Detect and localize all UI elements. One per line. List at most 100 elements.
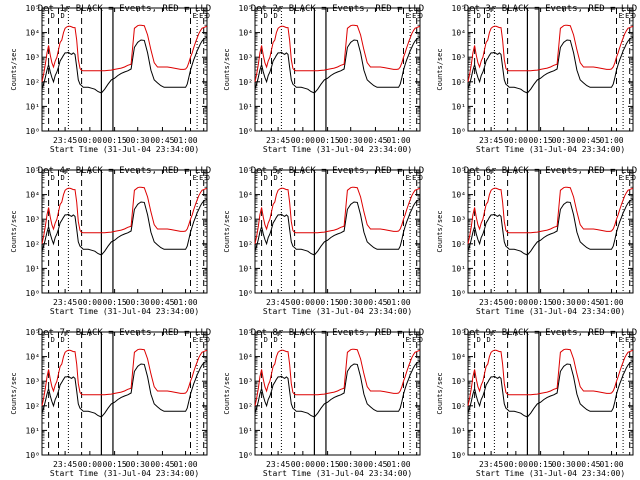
interval-marker-label: D xyxy=(264,336,268,344)
x-tick-label: 23:45 xyxy=(479,136,503,145)
detector-panel: Det 2r BLACK = Events, RED = LLD 10⁰ 10¹ 10… xyxy=(223,4,424,154)
x-tick-label: 01:00 xyxy=(600,136,624,145)
plot-frame xyxy=(467,331,634,456)
y-tick-label: 10⁰ xyxy=(452,127,466,136)
interval-marker-label: D xyxy=(51,336,55,344)
y-axis-label: Counts/sec xyxy=(10,48,18,90)
x-tick-label: 01:00 xyxy=(600,298,624,307)
y-tick-label: 10¹ xyxy=(452,264,466,273)
x-axis-label: Start Time (31-Jul-04 23:34:00) xyxy=(263,145,412,154)
interval-marker-label: D xyxy=(487,174,491,182)
y-tick-label: 10⁵ xyxy=(452,4,466,13)
interval-marker-label: D xyxy=(632,12,636,20)
y-tick-label: 10⁰ xyxy=(239,451,253,460)
x-tick-label: 00:45 xyxy=(363,136,387,145)
y-tick-label: 10³ xyxy=(26,377,40,386)
y-tick-label: 10⁵ xyxy=(452,166,466,175)
y-tick-label: 10³ xyxy=(452,215,466,224)
x-tick-label: 00:00 xyxy=(291,460,315,469)
events-line xyxy=(467,360,634,418)
x-tick-label: 00:15 xyxy=(103,136,127,145)
x-tick-label: 01:00 xyxy=(174,460,198,469)
interval-marker-label: E xyxy=(199,12,203,20)
y-tick-label: 10⁴ xyxy=(26,29,40,38)
y-tick-label: 10² xyxy=(452,402,466,411)
x-axis-label: Start Time (31-Jul-04 23:34:00) xyxy=(50,469,199,478)
events-line xyxy=(254,36,421,94)
lld-line xyxy=(467,24,634,82)
x-axis-label: Start Time (31-Jul-04 23:34:00) xyxy=(50,145,199,154)
events-line xyxy=(41,360,208,418)
x-tick-label: 00:45 xyxy=(150,298,174,307)
x-tick-label: 00:45 xyxy=(576,136,600,145)
y-tick-label: 10⁴ xyxy=(452,29,466,38)
panel-title: Det 2r BLACK = Events, RED = LLD xyxy=(251,4,424,14)
interval-marker-label: D xyxy=(61,174,65,182)
y-tick-label: 10³ xyxy=(452,377,466,386)
x-tick-label: 23:45 xyxy=(266,136,290,145)
x-axis-label: Start Time (31-Jul-04 23:34:00) xyxy=(476,145,625,154)
interval-marker-label: E xyxy=(412,12,416,20)
interval-marker-label: D xyxy=(632,336,636,344)
x-tick-label: 00:45 xyxy=(363,298,387,307)
interval-marker-label: E xyxy=(199,336,203,344)
y-tick-label: 10⁰ xyxy=(452,451,466,460)
y-axis-label: Counts/sec xyxy=(10,210,18,252)
x-axis-label: Start Time (31-Jul-04 23:34:00) xyxy=(476,307,625,316)
detector-panel: Det 4r BLACK = Events, RED = LLD 10⁰ 10¹ 10… xyxy=(10,166,211,316)
y-axis-label: Counts/sec xyxy=(436,210,444,252)
interval-marker-label: E xyxy=(193,336,197,344)
x-axis-label: Start Time (31-Jul-04 23:34:00) xyxy=(50,307,199,316)
interval-marker-label: D xyxy=(419,174,423,182)
lld-line xyxy=(254,348,421,406)
y-axis-label: Counts/sec xyxy=(223,372,231,414)
x-tick-label: 00:00 xyxy=(291,298,315,307)
y-tick-label: 10⁰ xyxy=(452,289,466,298)
detector-panel: Det 5r BLACK = Events, RED = LLD 10⁰ 10¹ 10… xyxy=(223,166,424,316)
y-tick-label: 10⁵ xyxy=(26,166,40,175)
interval-marker-label: E xyxy=(619,174,623,182)
y-tick-label: 10⁵ xyxy=(26,4,40,13)
detector-panel: Det 1r BLACK = Events, RED = LLD 10⁰ 10¹ 10… xyxy=(10,4,211,154)
x-tick-label: 23:45 xyxy=(53,136,77,145)
y-tick-label: 10² xyxy=(452,78,466,87)
y-tick-label: 10¹ xyxy=(452,426,466,435)
y-tick-label: 10³ xyxy=(452,53,466,62)
y-axis-label: Counts/sec xyxy=(436,48,444,90)
y-tick-label: 10⁰ xyxy=(26,127,40,136)
y-tick-label: 10² xyxy=(26,240,40,249)
detector-panel: Det 8r BLACK = Events, RED = LLD 10⁰ 10¹ 10… xyxy=(223,328,424,478)
interval-marker-label: D xyxy=(477,174,481,182)
plot-frame xyxy=(254,331,421,456)
interval-marker-label: D xyxy=(274,12,278,20)
y-tick-label: 10² xyxy=(239,240,253,249)
interval-marker-label: E xyxy=(193,12,197,20)
x-tick-label: 23:45 xyxy=(53,298,77,307)
x-tick-label: 00:45 xyxy=(363,460,387,469)
x-tick-label: 00:00 xyxy=(504,460,528,469)
events-line xyxy=(254,198,421,256)
y-axis-label: Counts/sec xyxy=(436,372,444,414)
x-tick-label: 00:00 xyxy=(504,298,528,307)
detector-panel: Det 7r BLACK = Events, RED = LLD 10⁰ 10¹ 10… xyxy=(10,328,211,478)
interval-marker-label: E xyxy=(193,174,197,182)
y-axis-label: Counts/sec xyxy=(223,48,231,90)
x-tick-label: 23:45 xyxy=(266,298,290,307)
lld-line xyxy=(41,348,208,406)
interval-marker-label: E xyxy=(406,336,410,344)
interval-marker-label: E xyxy=(406,174,410,182)
interval-marker-label: D xyxy=(487,12,491,20)
y-tick-label: 10³ xyxy=(239,53,253,62)
x-tick-label: 01:00 xyxy=(174,298,198,307)
lld-line xyxy=(41,186,208,244)
y-tick-label: 10⁰ xyxy=(239,289,253,298)
y-tick-label: 10¹ xyxy=(239,102,253,111)
x-tick-label: 00:00 xyxy=(78,460,102,469)
y-tick-label: 10⁴ xyxy=(239,191,253,200)
interval-marker-label: E xyxy=(619,12,623,20)
events-line xyxy=(467,198,634,256)
x-tick-label: 00:45 xyxy=(150,136,174,145)
x-tick-label: 00:30 xyxy=(126,136,150,145)
x-axis-label: Start Time (31-Jul-04 23:34:00) xyxy=(263,307,412,316)
x-tick-label: 23:45 xyxy=(266,460,290,469)
